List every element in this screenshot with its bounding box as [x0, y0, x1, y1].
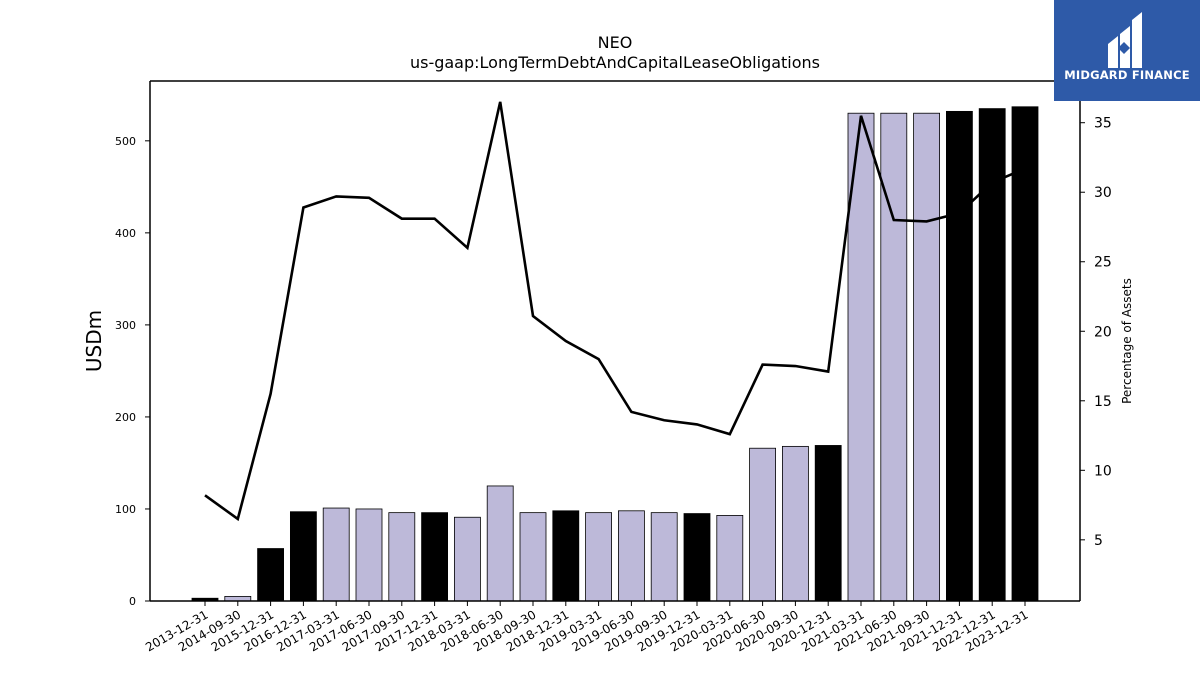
midgard-finance-logo: MIDGARD FINANCE — [1054, 0, 1200, 101]
y2-tick-label: 20 — [1094, 324, 1112, 340]
percentage-line — [204, 101, 1026, 522]
bar-2019-06-30 — [618, 510, 645, 602]
axes — [149, 80, 1081, 602]
y-axis-label-left: USDm — [82, 310, 106, 372]
y-tick-label: 200 — [115, 411, 136, 424]
bar-2019-03-31 — [585, 512, 612, 602]
bar-2017-12-31 — [421, 512, 449, 602]
bar-2017-03-31 — [322, 507, 350, 602]
bar-2020-12-31 — [814, 445, 842, 602]
bar-2020-06-30 — [749, 447, 776, 602]
bar-2019-12-31 — [683, 513, 711, 602]
bar-2018-06-30 — [486, 485, 514, 602]
logo-mark-icon — [1108, 12, 1142, 68]
bar-2015-12-31 — [257, 548, 285, 602]
y2-tick-label: 35 — [1094, 116, 1112, 132]
bar-2021-06-30 — [880, 112, 908, 602]
y2-tick-label: 5 — [1094, 533, 1103, 549]
bar-2018-12-31 — [552, 510, 580, 602]
bar-2016-12-31 — [289, 511, 317, 602]
y-axis-label-right: Percentage of Assets — [1120, 278, 1134, 404]
logo-text: MIDGARD FINANCE — [1064, 68, 1190, 82]
bar-2019-09-30 — [650, 512, 678, 602]
chart-title: NEO — [598, 33, 633, 52]
bar-2021-09-30 — [913, 112, 940, 602]
bar-2018-09-30 — [519, 512, 547, 602]
y2-tick-label: 10 — [1094, 463, 1112, 479]
bar-2017-09-30 — [388, 512, 416, 602]
y2-tick-label: 30 — [1094, 185, 1112, 201]
bar-2021-03-31 — [847, 112, 875, 602]
y2-tick-label: 25 — [1094, 255, 1112, 271]
bar-2020-03-31 — [716, 515, 744, 602]
bar-2020-09-30 — [782, 445, 809, 602]
y-tick-label: 300 — [115, 319, 136, 332]
bar-2023-12-31 — [1011, 106, 1039, 602]
y-tick-label: 0 — [129, 595, 136, 608]
line-series — [204, 101, 1026, 522]
y-tick-label: 400 — [115, 227, 136, 240]
bar-2021-12-31 — [946, 110, 973, 602]
bar-series — [191, 106, 1039, 602]
y2-tick-label: 15 — [1094, 394, 1112, 410]
bar-2017-06-30 — [355, 508, 383, 602]
y-tick-label: 100 — [115, 503, 136, 516]
bar-2018-03-31 — [453, 516, 481, 602]
chart-subtitle: us-gaap:LongTermDebtAndCapitalLeaseOblig… — [410, 53, 820, 72]
y-tick-label: 500 — [115, 135, 136, 148]
